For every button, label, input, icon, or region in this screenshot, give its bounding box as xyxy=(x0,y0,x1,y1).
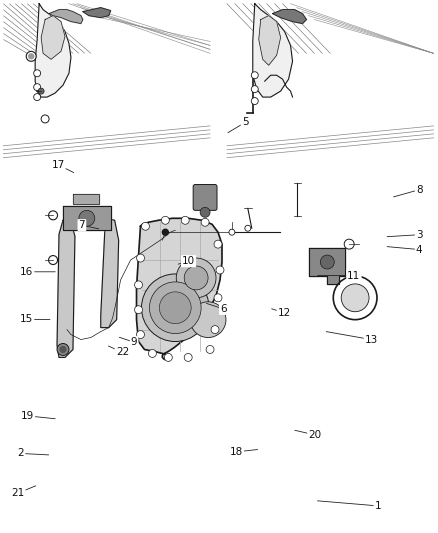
Text: 22: 22 xyxy=(116,348,129,357)
Polygon shape xyxy=(83,7,111,18)
Circle shape xyxy=(162,229,168,235)
Circle shape xyxy=(184,266,208,290)
Circle shape xyxy=(49,211,57,220)
Circle shape xyxy=(164,353,172,361)
Circle shape xyxy=(341,284,369,312)
Circle shape xyxy=(251,86,258,93)
Text: 8: 8 xyxy=(416,185,423,195)
Circle shape xyxy=(181,216,189,224)
Circle shape xyxy=(190,302,226,337)
Text: 2: 2 xyxy=(18,448,24,458)
Circle shape xyxy=(211,326,219,334)
Polygon shape xyxy=(41,15,65,59)
Text: 4: 4 xyxy=(416,245,423,255)
Circle shape xyxy=(60,346,66,352)
Circle shape xyxy=(333,276,377,320)
Circle shape xyxy=(29,54,34,59)
Polygon shape xyxy=(35,4,71,97)
Text: 19: 19 xyxy=(21,411,34,421)
Circle shape xyxy=(214,294,222,302)
Text: 21: 21 xyxy=(11,488,25,498)
FancyBboxPatch shape xyxy=(193,184,217,211)
Text: 9: 9 xyxy=(131,337,138,347)
Polygon shape xyxy=(49,10,83,23)
Circle shape xyxy=(176,258,216,298)
Circle shape xyxy=(41,115,49,123)
Text: 16: 16 xyxy=(20,267,33,277)
Circle shape xyxy=(49,255,57,264)
Polygon shape xyxy=(101,219,119,328)
Circle shape xyxy=(161,216,170,224)
Circle shape xyxy=(141,222,149,230)
Circle shape xyxy=(200,207,210,217)
Polygon shape xyxy=(73,195,99,204)
Circle shape xyxy=(216,266,224,274)
Circle shape xyxy=(229,229,235,235)
Text: 5: 5 xyxy=(242,117,248,127)
Circle shape xyxy=(134,306,142,314)
Text: 17: 17 xyxy=(51,160,64,170)
Circle shape xyxy=(206,345,214,353)
Circle shape xyxy=(79,211,95,226)
Circle shape xyxy=(184,353,192,361)
Circle shape xyxy=(134,281,142,289)
Polygon shape xyxy=(57,220,75,358)
Text: 6: 6 xyxy=(220,304,226,314)
Text: 7: 7 xyxy=(78,220,85,230)
Text: 3: 3 xyxy=(416,230,423,240)
Circle shape xyxy=(26,51,36,61)
Circle shape xyxy=(251,98,258,104)
Circle shape xyxy=(137,254,145,262)
Text: 1: 1 xyxy=(374,501,381,511)
Circle shape xyxy=(34,94,41,101)
Polygon shape xyxy=(253,4,293,97)
Circle shape xyxy=(251,72,258,79)
Circle shape xyxy=(34,70,41,77)
Text: 10: 10 xyxy=(182,256,195,266)
Circle shape xyxy=(201,219,209,226)
Circle shape xyxy=(137,330,145,338)
Text: 18: 18 xyxy=(230,447,243,457)
Text: 11: 11 xyxy=(347,271,360,280)
Polygon shape xyxy=(259,15,281,65)
Circle shape xyxy=(148,350,156,358)
Circle shape xyxy=(320,255,334,269)
Text: 20: 20 xyxy=(308,430,321,440)
Circle shape xyxy=(214,240,222,248)
Circle shape xyxy=(57,343,69,356)
Circle shape xyxy=(38,88,44,94)
Polygon shape xyxy=(63,206,111,230)
Text: 12: 12 xyxy=(278,308,291,318)
Circle shape xyxy=(141,274,209,342)
Polygon shape xyxy=(273,10,307,23)
Text: 15: 15 xyxy=(20,314,33,325)
Circle shape xyxy=(34,84,41,91)
Text: 13: 13 xyxy=(365,335,378,345)
Polygon shape xyxy=(137,219,222,359)
Circle shape xyxy=(149,282,201,334)
Polygon shape xyxy=(309,248,345,284)
Circle shape xyxy=(245,225,251,231)
Circle shape xyxy=(344,239,354,249)
Circle shape xyxy=(159,292,191,324)
